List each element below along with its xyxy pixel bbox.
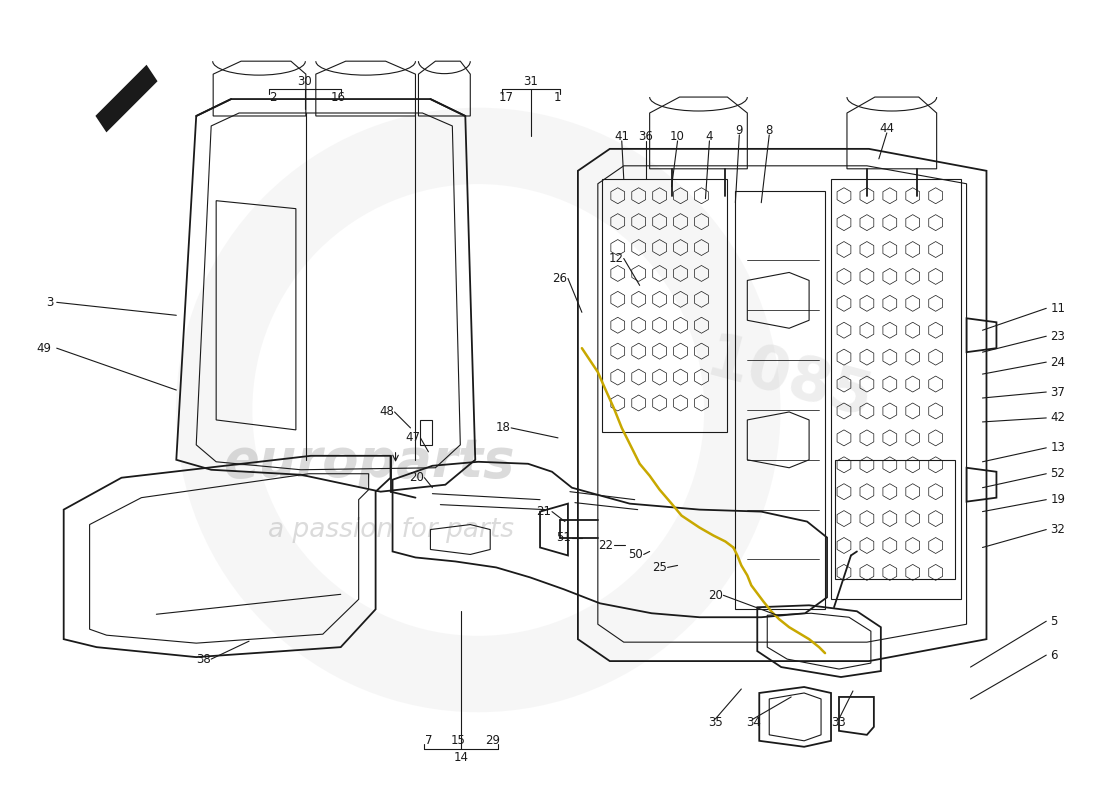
Text: europarts: europarts <box>223 436 515 488</box>
Text: 25: 25 <box>652 561 667 574</box>
Text: 10: 10 <box>670 130 685 143</box>
Text: 32: 32 <box>1050 523 1065 536</box>
Text: 37: 37 <box>1050 386 1065 398</box>
Text: 18: 18 <box>496 422 510 434</box>
Text: 24: 24 <box>1050 356 1065 369</box>
Text: 15: 15 <box>451 734 465 747</box>
Text: 3: 3 <box>46 296 54 309</box>
Text: 11: 11 <box>1050 302 1065 315</box>
Polygon shape <box>97 66 156 131</box>
Text: 5: 5 <box>1050 614 1057 628</box>
Text: 47: 47 <box>405 431 420 444</box>
Text: 12: 12 <box>608 252 624 265</box>
Text: 22: 22 <box>598 539 614 552</box>
Text: 41: 41 <box>614 130 629 143</box>
Text: 20: 20 <box>409 471 424 484</box>
Text: 16: 16 <box>330 90 345 103</box>
Text: 6: 6 <box>1050 649 1058 662</box>
Text: 34: 34 <box>746 716 761 730</box>
Text: 36: 36 <box>638 130 653 143</box>
Text: 26: 26 <box>552 272 568 285</box>
Text: 21: 21 <box>537 505 551 518</box>
Text: 1: 1 <box>553 90 561 103</box>
Text: 2: 2 <box>270 90 277 103</box>
Text: 49: 49 <box>36 342 52 354</box>
Text: 30: 30 <box>297 74 312 88</box>
Text: 44: 44 <box>879 122 894 135</box>
Text: 1085: 1085 <box>700 330 879 430</box>
Text: a passion for parts: a passion for parts <box>267 517 514 542</box>
Text: 51: 51 <box>557 531 571 544</box>
Text: 14: 14 <box>454 751 469 764</box>
Text: 42: 42 <box>1050 411 1065 425</box>
Text: 17: 17 <box>498 90 514 103</box>
Text: 19: 19 <box>1050 493 1065 506</box>
Text: 38: 38 <box>196 653 210 666</box>
Text: 48: 48 <box>379 406 394 418</box>
Text: 23: 23 <box>1050 330 1065 342</box>
Text: 8: 8 <box>766 125 773 138</box>
Text: 4: 4 <box>706 130 713 143</box>
Text: 13: 13 <box>1050 442 1065 454</box>
Text: 33: 33 <box>832 716 846 730</box>
Text: 9: 9 <box>736 125 744 138</box>
Text: 31: 31 <box>524 74 539 88</box>
Text: 7: 7 <box>425 734 432 747</box>
Text: 29: 29 <box>485 734 499 747</box>
Text: 35: 35 <box>708 716 723 730</box>
Text: 52: 52 <box>1050 467 1065 480</box>
Text: 20: 20 <box>708 589 723 602</box>
Text: 50: 50 <box>628 548 643 561</box>
